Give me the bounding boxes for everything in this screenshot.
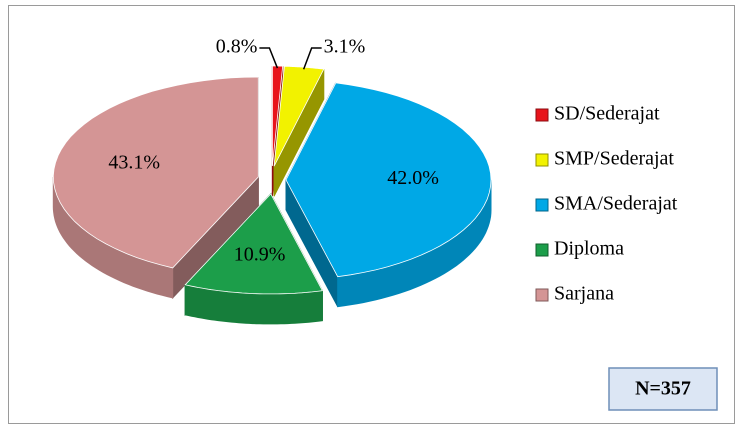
slice xyxy=(52,76,259,269)
legend-swatch xyxy=(535,288,549,302)
legend-label: SD/Sederajat xyxy=(554,103,660,125)
legend-swatch xyxy=(535,153,549,167)
pie-tops xyxy=(52,65,492,295)
legend-label: SMA/Sederajat xyxy=(554,193,678,215)
data-label: 3.1% xyxy=(324,36,366,58)
legend-label: SMP/Sederajat xyxy=(554,148,674,170)
legend-label: Sarjana xyxy=(554,283,614,305)
annotation: N=357 xyxy=(635,378,691,400)
legend-swatch xyxy=(535,243,549,257)
annotation-box xyxy=(608,367,718,411)
data-labels: 0.8% 3.1% 42.0% 10.9% 43.1% xyxy=(108,36,439,266)
data-label: 42.0% xyxy=(387,167,439,189)
slice xyxy=(272,65,284,167)
legend-swatch xyxy=(535,108,549,122)
slice xyxy=(285,82,492,278)
leader-line xyxy=(302,47,322,70)
slice xyxy=(184,193,324,295)
data-label: 43.1% xyxy=(108,151,160,173)
data-label: 0.8% xyxy=(216,36,258,58)
legend-swatch xyxy=(535,198,549,212)
legend-label: Diploma xyxy=(554,238,624,260)
leader-line xyxy=(259,47,279,69)
data-label: 10.9% xyxy=(234,243,286,265)
legend: SD/Sederajat SMP/Sederajat SMA/Sederajat Di… xyxy=(535,103,678,305)
